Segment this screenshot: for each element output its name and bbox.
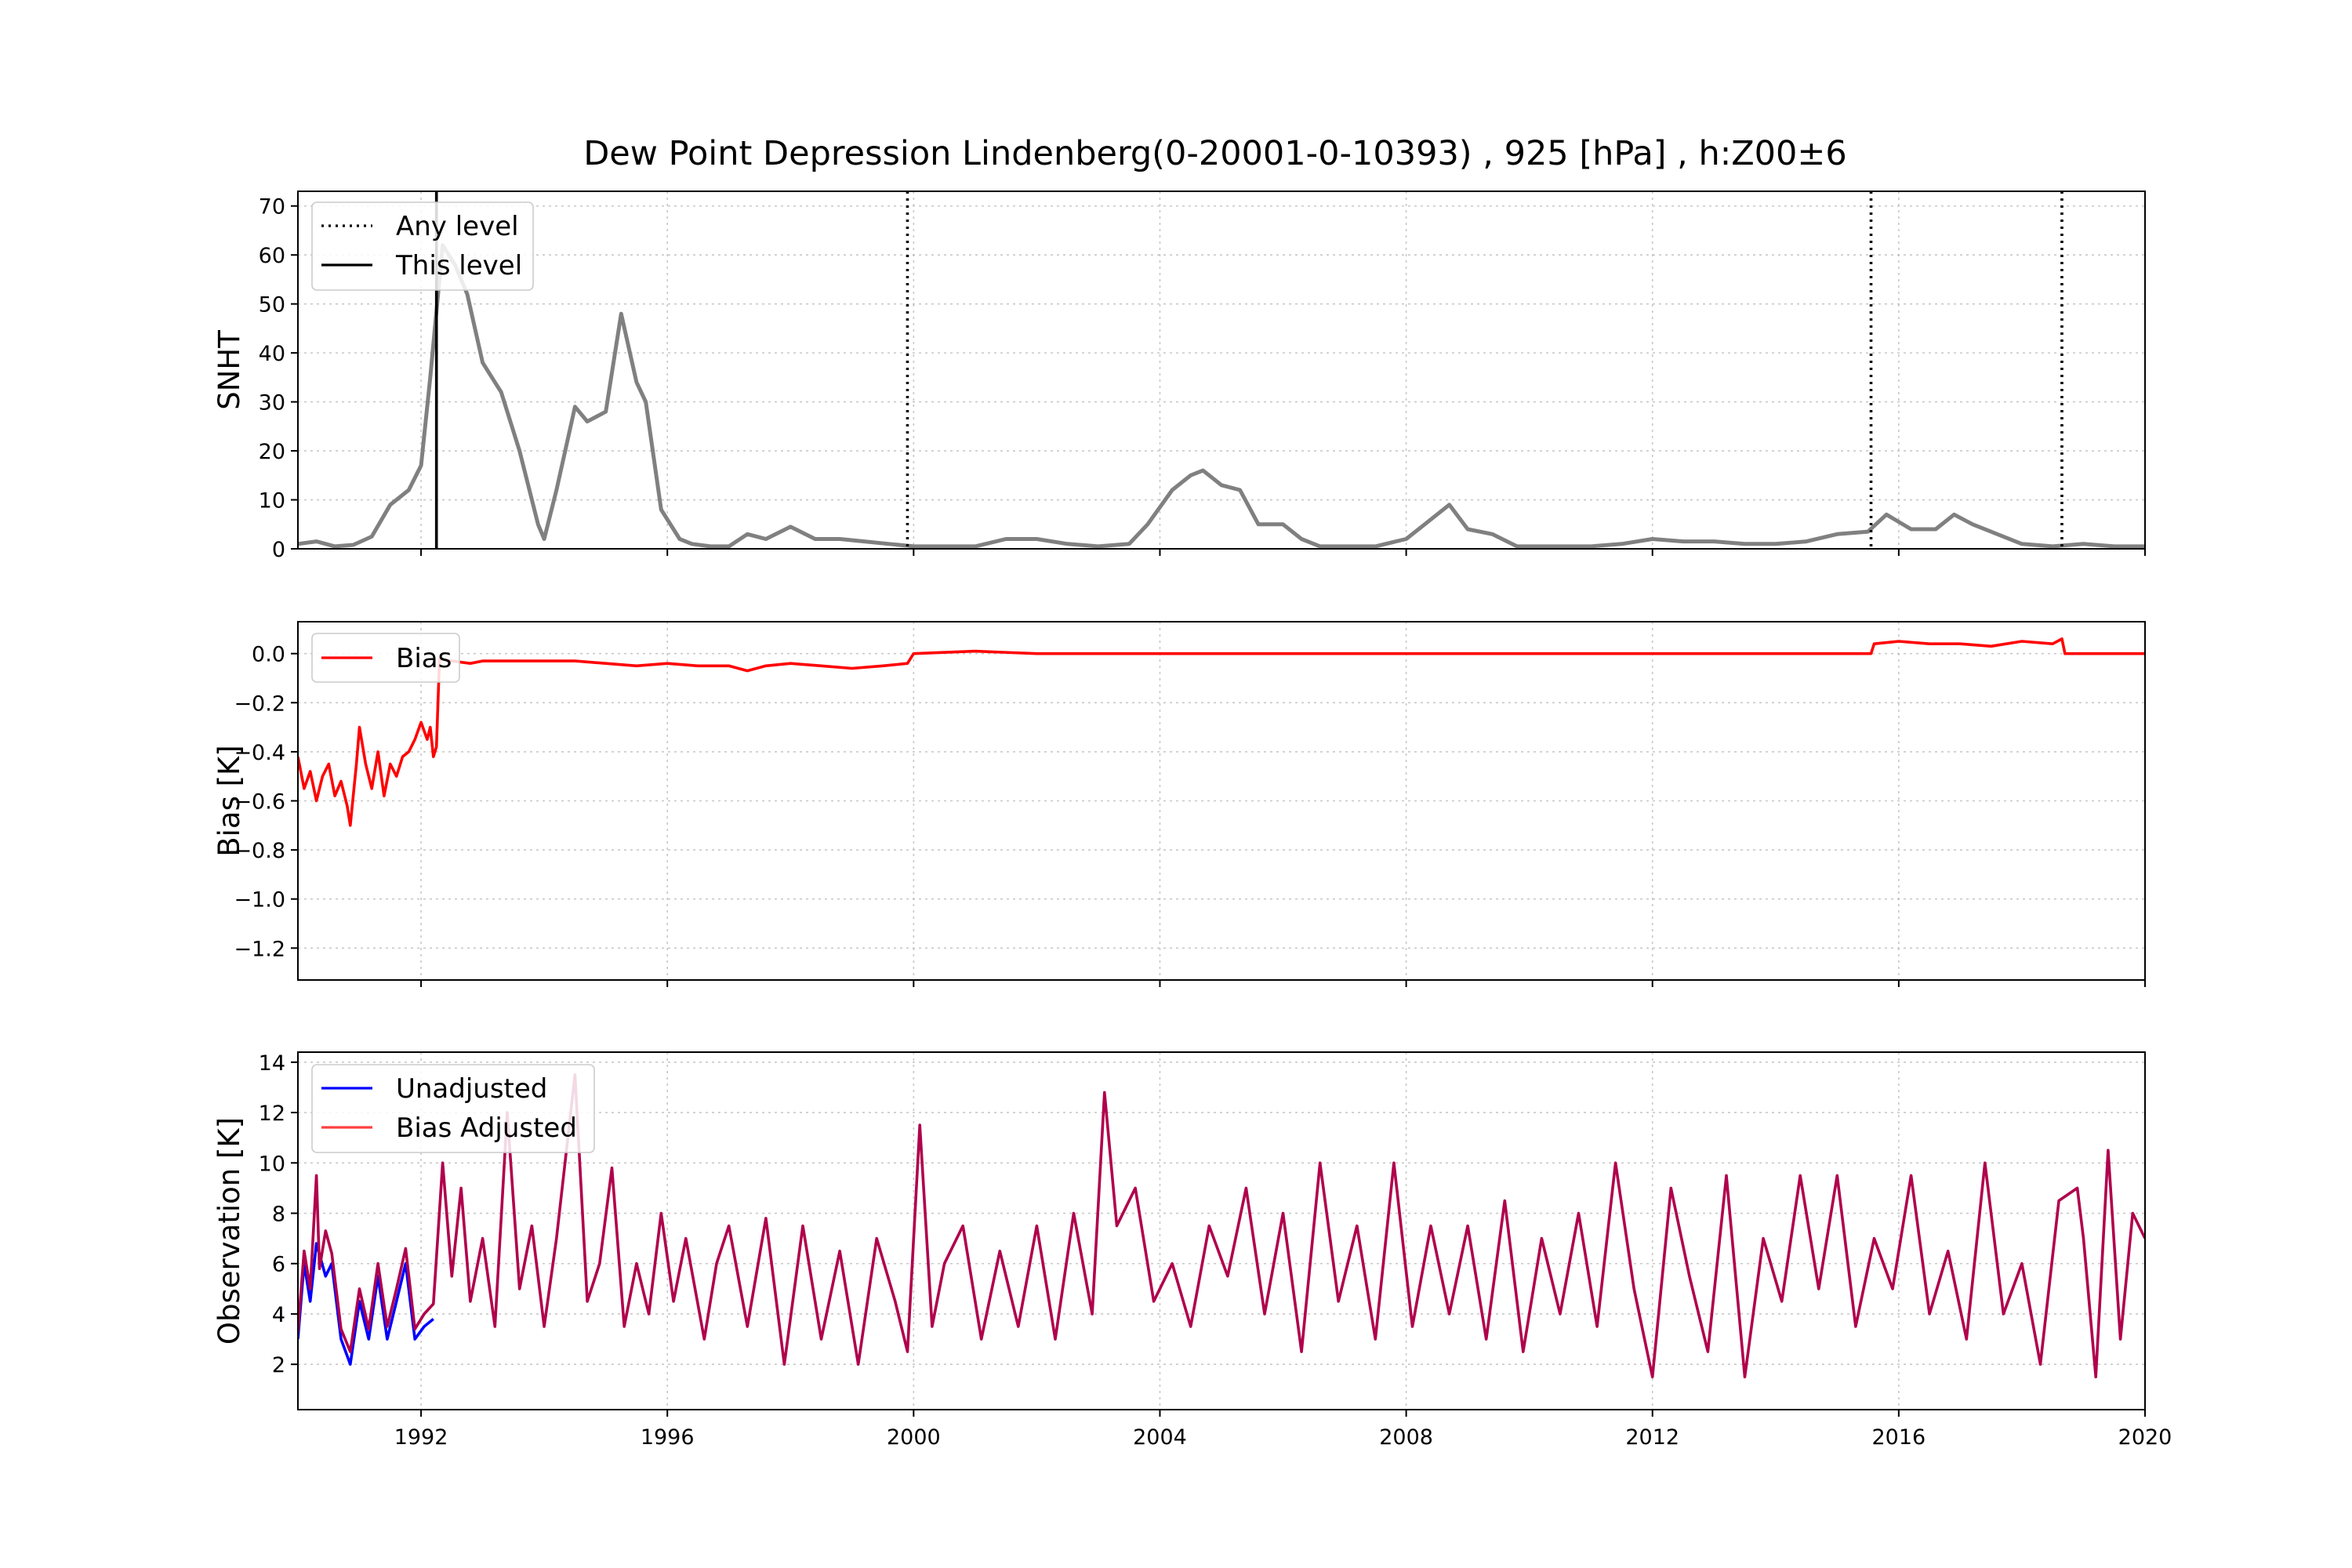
x-tick-label: 2012	[1625, 1425, 1679, 1450]
x-tick-label: 2000	[887, 1425, 941, 1450]
snht-legend-box	[311, 201, 534, 291]
observation-y-axis-label: Observation [K]	[212, 1117, 246, 1345]
unadjusted-line	[298, 1242, 434, 1366]
observation-series	[298, 1073, 2145, 1379]
snht-series	[298, 243, 2145, 549]
snht-y-tick-label: 30	[259, 391, 285, 416]
chart-title: Dew Point Depression Lindenberg(0-20001-…	[583, 134, 1847, 173]
snht-y-tick-label: 60	[259, 244, 285, 268]
snht-y-tick-label: 50	[259, 293, 285, 318]
bias-y-tick-label: −0.6	[234, 790, 285, 815]
bias-y-tick-label: −0.2	[234, 691, 285, 716]
observation-y-tick-label: 8	[272, 1203, 285, 1227]
x-tick-label: 2016	[1872, 1425, 1926, 1450]
x-tick-label: 2004	[1133, 1425, 1187, 1450]
bias-adjusted-line	[298, 1073, 2145, 1379]
bias-line	[298, 637, 2145, 827]
observation-y-tick-label: 10	[259, 1152, 285, 1176]
observation-legend: Unadjusted Bias Adjusted	[311, 1064, 595, 1153]
observation-ticks: 1992 1996 2000 2004 2008 2012 2016 2020 2 4 6 8 10 12…	[259, 1051, 2172, 1450]
bias-ticks: 0.0 −0.2 −0.4 −0.6 −0.8 −1.0 −1.2	[234, 643, 2146, 987]
snht-y-tick-label: 40	[259, 342, 285, 366]
observation-y-tick-label: 2	[272, 1353, 285, 1377]
bias-y-tick-label: −1.0	[234, 888, 285, 913]
observation-panel: 1992 1996 2000 2004 2008 2012 2016 2020 2 4 6 8 10 12…	[212, 1051, 2172, 1450]
x-tick-label: 1992	[394, 1425, 448, 1450]
bias-y-tick-label: −0.4	[234, 741, 285, 765]
x-tick-label: 2020	[2118, 1425, 2172, 1450]
snht-line	[298, 243, 2145, 549]
bias-y-tick-label: 0.0	[252, 643, 285, 667]
observation-y-tick-label: 6	[272, 1253, 285, 1277]
legend-any-level-label: Any level	[396, 211, 519, 242]
snht-y-tick-label: 70	[259, 195, 285, 220]
observation-y-tick-label: 4	[272, 1303, 285, 1327]
snht-ticks: 0 10 20 30 40 50 60 70	[259, 195, 2146, 562]
observation-legend-box	[311, 1064, 595, 1153]
x-tick-label: 2008	[1379, 1425, 1433, 1450]
snht-y-tick-label: 20	[259, 440, 285, 464]
bias-axes-frame	[297, 621, 2146, 981]
bias-series	[298, 637, 2145, 827]
snht-panel: 0 10 20 30 40 50 60 70 SNHT Any level This leve…	[212, 191, 2146, 562]
bias-legend: Bias	[311, 633, 460, 683]
legend-bias-adjusted-label: Bias Adjusted	[396, 1112, 577, 1144]
legend-this-level-label: This level	[395, 250, 522, 281]
snht-axes-frame	[297, 191, 2146, 550]
snht-y-tick-label: 10	[259, 489, 285, 514]
bias-y-tick-label: −1.2	[234, 937, 285, 961]
observation-axes-frame	[297, 1051, 2146, 1410]
bias-y-axis-label: Bias [K]	[212, 745, 246, 857]
observation-y-tick-label: 12	[259, 1102, 285, 1126]
bias-panel: 0.0 −0.2 −0.4 −0.6 −0.8 −1.0 −1.2 Bias [K] Bia…	[212, 621, 2146, 987]
bias-y-tick-label: −0.8	[234, 839, 285, 863]
bias-legend-box	[311, 633, 460, 683]
snht-legend: Any level This level	[311, 201, 534, 291]
observation-y-tick-label: 14	[259, 1051, 285, 1076]
legend-bias-label: Bias	[396, 643, 452, 674]
legend-unadjusted-label: Unadjusted	[396, 1073, 547, 1105]
x-tick-label: 1996	[641, 1425, 695, 1450]
snht-y-axis-label: SNHT	[212, 330, 246, 410]
snht-y-tick-label: 0	[272, 538, 285, 562]
